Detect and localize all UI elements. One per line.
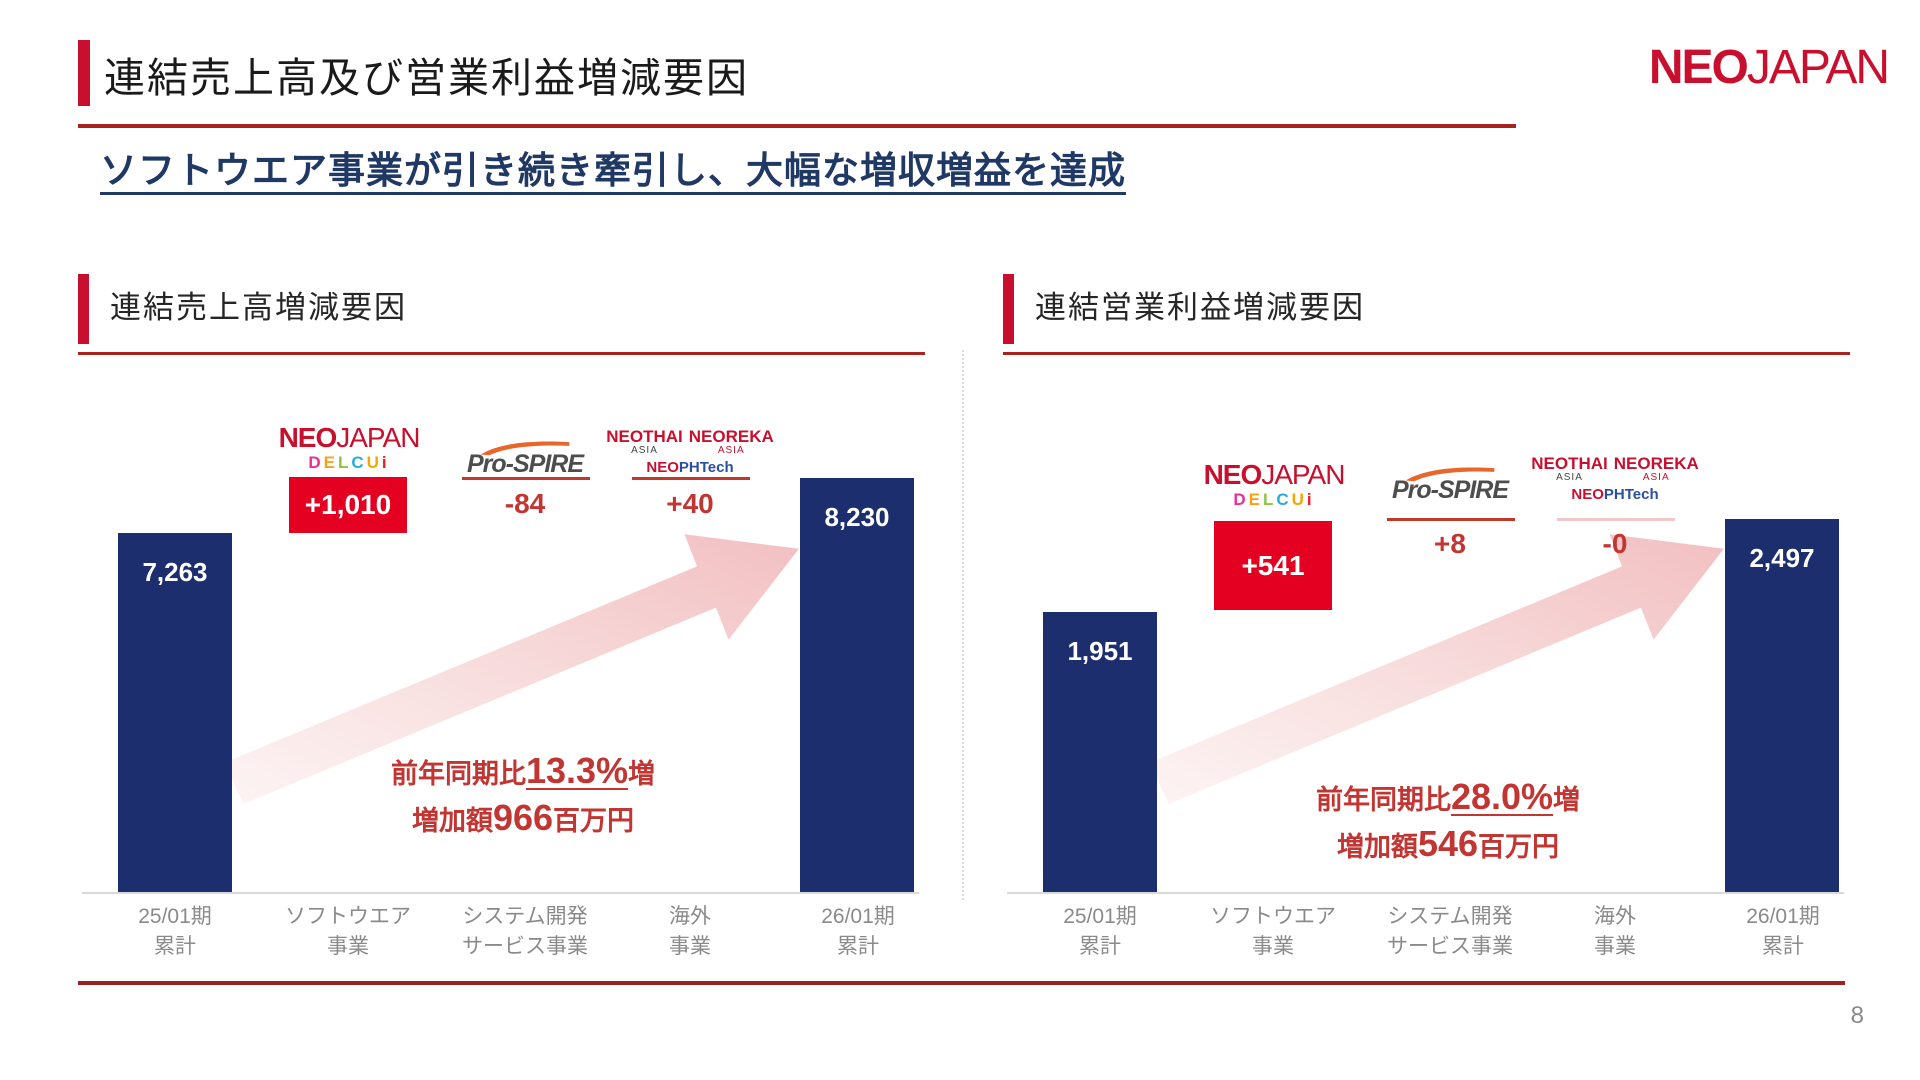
delcui-logo: DELCUi xyxy=(308,453,390,473)
overseas-change-value: -0 xyxy=(1602,528,1628,559)
yoy-change-line: 前年同期比28.0%増 xyxy=(1315,776,1581,817)
prospire-logo: Pro-SPIRE xyxy=(1365,466,1535,505)
x-label-overseas: 海外 事業 xyxy=(669,905,711,958)
prospire-swoosh-icon xyxy=(480,441,570,456)
neojapan-logo: NEOJAPAN xyxy=(1648,40,1890,95)
x-axis-line xyxy=(82,892,919,894)
base-bar-value: 1,951 xyxy=(1067,636,1133,666)
panel-divider xyxy=(962,350,964,900)
panel-accent-bar xyxy=(78,274,89,344)
prospire-wordmark: Pro-SPIRE xyxy=(466,450,584,478)
software-change-value: +1,010 xyxy=(304,489,392,520)
title-accent-bar xyxy=(78,40,90,106)
x-label-system: システム開発 サービス事業 xyxy=(462,905,588,958)
panel-accent-bar xyxy=(1003,274,1014,344)
page-title: 連結売上高及び営業利益増減要因 xyxy=(104,55,749,101)
panel-rule xyxy=(1003,352,1850,355)
increase-amount-line: 増加額546百万円 xyxy=(1336,822,1560,864)
waterfall-connector-system xyxy=(462,477,590,480)
base-bar: 1,951 xyxy=(1043,612,1157,893)
neojapan-logo-neo: NEO xyxy=(1203,459,1263,490)
x-label-base: 25/01期 累計 xyxy=(1063,905,1137,958)
profit-panel-title: 連結営業利益増減要因 xyxy=(1035,290,1365,325)
x-label-base: 25/01期 累計 xyxy=(138,905,212,958)
panel-rule xyxy=(78,352,925,355)
neophtech-logo: NEOPHTech xyxy=(1571,486,1659,503)
sales-panel-title: 連結売上高増減要因 xyxy=(110,290,407,325)
title-rule xyxy=(78,124,1516,128)
system-change-value: +8 xyxy=(1434,528,1466,559)
neothai-logo: NEOTHAI ASIA xyxy=(606,427,683,456)
waterfall-connector-overseas xyxy=(632,477,750,480)
prospire-wordmark: Pro-SPIRE xyxy=(1391,476,1509,504)
software-change-value: +541 xyxy=(1241,549,1305,581)
neoreka-logo: NEOREKA ASIA xyxy=(1613,454,1699,483)
result-bar: 2,497 xyxy=(1725,519,1839,893)
neojapan-logo-small: NEOJAPAN xyxy=(1199,460,1349,489)
yoy-change-line: 前年同期比13.3%増 xyxy=(390,750,656,791)
result-bar-value: 2,497 xyxy=(1749,543,1815,573)
x-axis-line xyxy=(1007,892,1844,894)
slide-subtitle: ソフトウエア事業が引き続き牽引し、大幅な増収増益を達成 xyxy=(100,150,1126,191)
neothai-logo: NEOTHAI ASIA xyxy=(1531,454,1608,483)
waterfall-connector-overseas xyxy=(1557,518,1675,521)
base-bar: 7,263 xyxy=(118,533,232,893)
neojapan-logo-neo: NEO xyxy=(278,422,338,453)
result-bar: 8,230 xyxy=(800,478,914,893)
waterfall-connector-system xyxy=(1387,518,1515,521)
neoreka-logo: NEOREKA ASIA xyxy=(688,427,774,456)
overseas-change-value: +40 xyxy=(666,488,714,519)
page-number: 8 xyxy=(1850,1002,1864,1029)
x-label-software: ソフトウエア 事業 xyxy=(285,905,411,958)
neojapan-logo-neo: NEO xyxy=(1648,41,1749,94)
neophtech-logo: NEOPHTech xyxy=(646,459,734,476)
overseas-logo-row: NEOTHAI ASIA NEOREKA ASIA xyxy=(595,428,785,456)
x-label-result: 26/01期 累計 xyxy=(821,905,895,958)
neojapan-logo-japan: JAPAN xyxy=(1261,459,1345,490)
x-label-system: システム開発 サービス事業 xyxy=(1387,905,1513,958)
software-change-box: +1,010 xyxy=(289,477,407,533)
growth-arrow xyxy=(224,534,799,804)
sales-waterfall-panel: 連結売上高増減要因 7,263 NEOJAPAN DELCUi +1,010 P… xyxy=(78,270,925,985)
delcui-logo: DELCUi xyxy=(1233,490,1315,510)
system-change-value: -84 xyxy=(504,488,546,519)
overseas-logos: NEOTHAI ASIA NEOREKA ASIA NEOPHTech xyxy=(1520,455,1710,502)
growth-annotation: 前年同期比13.3%増 増加額966百万円 xyxy=(283,748,763,842)
prospire-swoosh-icon xyxy=(1405,467,1495,482)
software-change-box: +541 xyxy=(1214,521,1332,610)
x-label-software: ソフトウエア 事業 xyxy=(1210,905,1336,958)
neojapan-logo-japan: JAPAN xyxy=(336,422,420,453)
neojapan-delcui-logo: NEOJAPAN DELCUi xyxy=(274,423,424,472)
x-label-overseas: 海外 事業 xyxy=(1594,905,1636,958)
prospire-logo: Pro-SPIRE xyxy=(440,440,610,479)
overseas-logo-row: NEOTHAI ASIA NEOREKA ASIA xyxy=(1520,455,1710,483)
x-label-result: 26/01期 累計 xyxy=(1746,905,1820,958)
bottom-rule xyxy=(78,981,1845,985)
growth-arrow xyxy=(1149,534,1724,804)
overseas-logos: NEOTHAI ASIA NEOREKA ASIA NEOPHTech xyxy=(595,428,785,475)
profit-waterfall-panel: 連結営業利益増減要因 1,951 NEOJAPAN DELCUi +541 Pr… xyxy=(1003,270,1850,985)
neojapan-logo-japan: JAPAN xyxy=(1746,41,1890,94)
growth-annotation: 前年同期比28.0%増 増加額546百万円 xyxy=(1208,774,1688,868)
neojapan-logo-small: NEOJAPAN xyxy=(274,423,424,452)
result-bar-value: 8,230 xyxy=(824,502,890,532)
base-bar-value: 7,263 xyxy=(142,557,208,587)
neojapan-delcui-logo: NEOJAPAN DELCUi xyxy=(1199,460,1349,509)
increase-amount-line: 増加額966百万円 xyxy=(411,796,635,838)
